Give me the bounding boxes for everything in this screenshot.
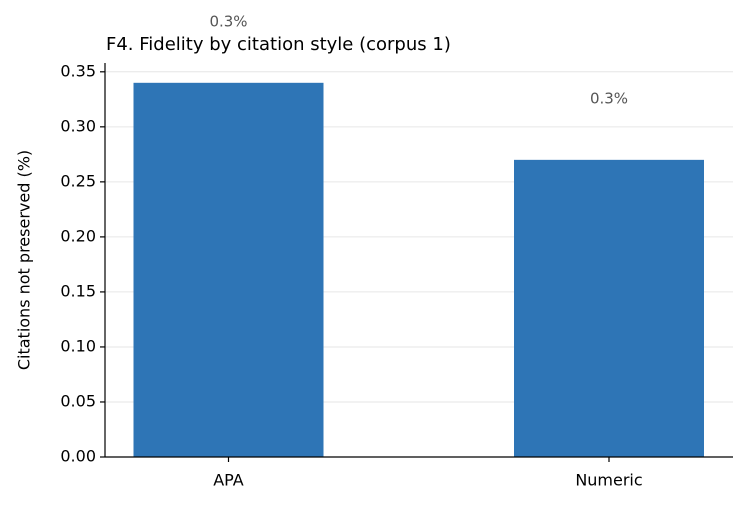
y-axis-label: Citations not preserved (%) (15, 150, 34, 370)
y-tick-label: 0.10 (60, 336, 96, 355)
y-tick-label: 0.00 (60, 447, 96, 466)
y-tick-label: 0.20 (60, 226, 96, 245)
y-tick-label: 0.15 (60, 281, 96, 300)
bar (514, 159, 704, 457)
y-tick-label: 0.30 (60, 116, 96, 135)
x-tick-label: APA (213, 471, 244, 490)
x-tick-label: Numeric (575, 471, 642, 490)
y-tick-label: 0.35 (60, 61, 96, 80)
y-tick-label: 0.05 (60, 391, 96, 410)
value-label: 0.3% (590, 89, 628, 107)
y-tick-label: 0.25 (60, 171, 96, 190)
value-label: 0.3% (209, 12, 247, 30)
bar (133, 82, 324, 457)
chart-title: F4. Fidelity by citation style (corpus 1… (106, 34, 451, 55)
